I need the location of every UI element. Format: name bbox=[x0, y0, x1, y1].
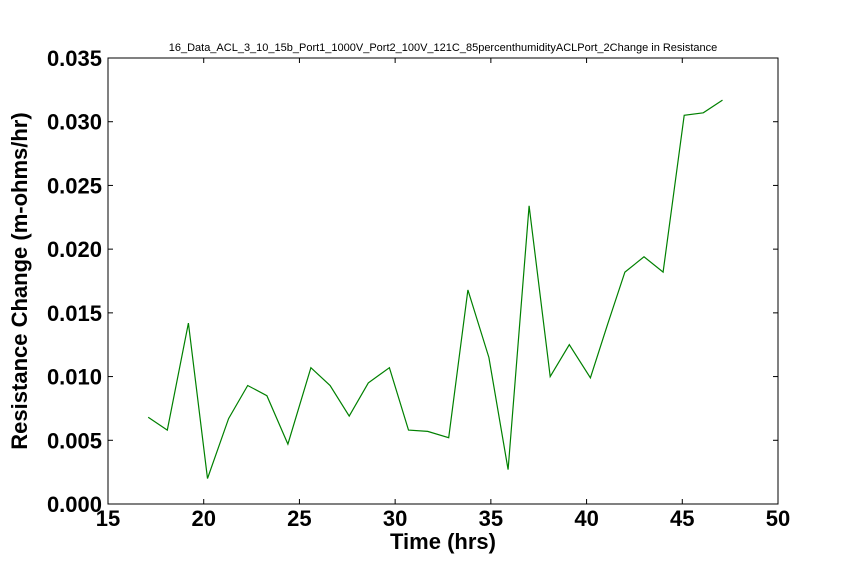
series-layer bbox=[147, 99, 723, 479]
y-tick-label: 0.020 bbox=[47, 237, 102, 262]
x-tick-label: 25 bbox=[287, 506, 311, 531]
x-tick-label: 50 bbox=[766, 506, 790, 531]
x-tick-label: 20 bbox=[191, 506, 215, 531]
y-tick-label: 0.025 bbox=[47, 173, 102, 198]
series-line bbox=[147, 99, 723, 479]
y-axis-label: Resistance Change (m-ohms/hr) bbox=[7, 112, 32, 449]
y-tick-label: 0.000 bbox=[47, 492, 102, 517]
x-tick-label: 30 bbox=[383, 506, 407, 531]
plot-area bbox=[107, 57, 779, 505]
y-tick-label: 0.005 bbox=[47, 428, 102, 453]
x-tick-label: 35 bbox=[479, 506, 503, 531]
x-axis: 15 20 25 30 35 40 45 50 bbox=[96, 58, 790, 531]
x-axis-label: Time (hrs) bbox=[390, 529, 496, 554]
y-tick-label: 0.035 bbox=[47, 46, 102, 71]
x-tick-label: 45 bbox=[670, 506, 694, 531]
x-tick-label: 40 bbox=[574, 506, 598, 531]
y-tick-label: 0.010 bbox=[47, 365, 102, 390]
x-tick-label: 15 bbox=[96, 506, 120, 531]
plot-frame bbox=[107, 57, 779, 505]
y-axis: 0.000 0.005 0.010 0.015 0.020 0.025 0.030 0.035 bbox=[47, 46, 778, 517]
y-tick-label: 0.015 bbox=[47, 301, 102, 326]
chart-title: 16_Data_ACL_3_10_15b_Port1_1000V_Port2_1… bbox=[169, 42, 718, 54]
y-tick-label: 0.030 bbox=[47, 110, 102, 135]
